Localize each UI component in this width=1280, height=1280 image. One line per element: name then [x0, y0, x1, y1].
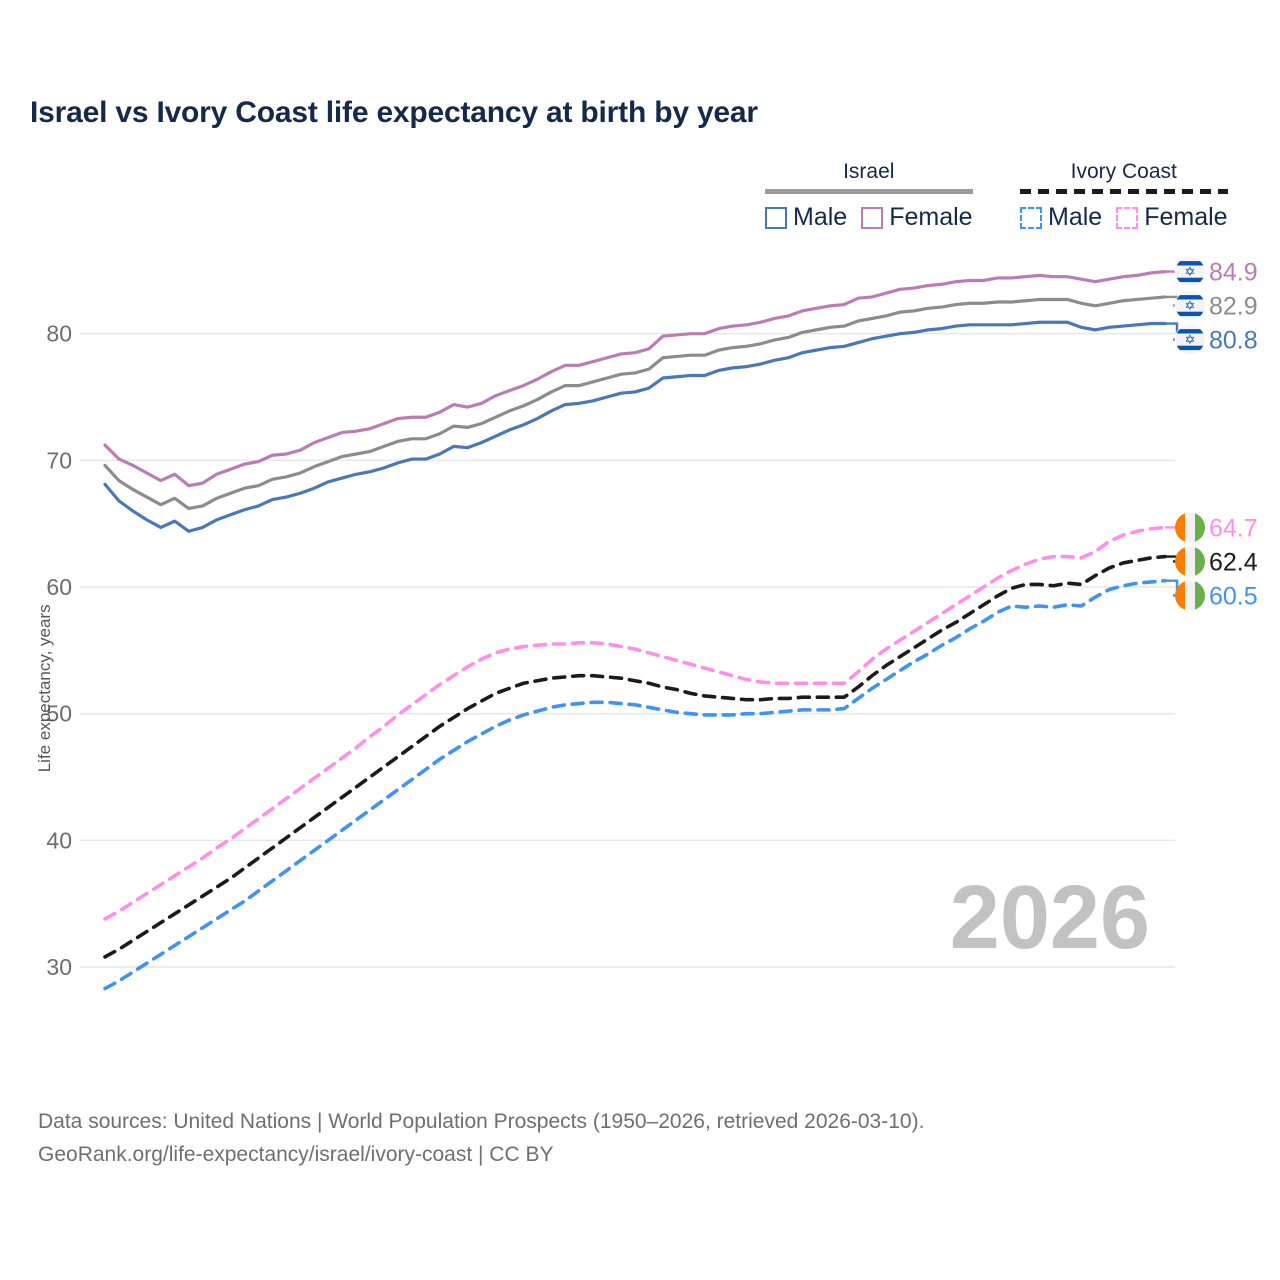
svg-text:2026: 2026	[950, 868, 1150, 968]
series-line	[103, 295, 1167, 511]
y-axis-title: Life expectancy, years	[35, 604, 54, 772]
x-axis-tick-label: 1970	[358, 1032, 409, 1035]
year-watermark: 2026	[950, 868, 1150, 968]
legend-group-ivory-coast-label: Ivory Coast	[1070, 160, 1177, 183]
series-end-value-label: 64.7	[1209, 514, 1258, 542]
y-axis-tick-label: 60	[46, 574, 72, 600]
y-axis-tick-label: 80	[46, 321, 72, 347]
legend-item-israel-female[interactable]: Female	[861, 203, 973, 231]
x-axis-tick-label: 2010	[916, 1032, 967, 1035]
legend-swatch-icon	[765, 206, 787, 229]
legend-item-ivory-coast-female[interactable]: Female	[1116, 203, 1228, 231]
legend-item-israel-male[interactable]: Male	[765, 205, 847, 230]
legend-item-label: Female	[889, 203, 973, 231]
series-end-value-label: 82.9	[1209, 293, 1258, 321]
legend-ivory-coast-rule-icon	[1020, 189, 1228, 194]
legend-item-label: Female	[1144, 203, 1228, 231]
legend-item-label: Male	[1048, 203, 1103, 231]
legend-swatch-icon	[1020, 206, 1042, 229]
svg-text:✡: ✡	[1185, 299, 1196, 314]
series-end-labels: ✡ 84.9 ✡ 82.9 ✡ 80.8 64.7 62.4 60.5	[1165, 256, 1258, 611]
legend-swatch-icon	[861, 206, 884, 229]
legend-group-israel-header: Israel	[765, 160, 973, 198]
page-title: Israel vs Ivory Coast life expectancy at…	[30, 96, 758, 129]
footer: Data sources: United Nations | World Pop…	[38, 1106, 1238, 1171]
y-axis-tick-label: 50	[46, 701, 72, 727]
x-axis-tick-label: 1960	[219, 1032, 270, 1035]
x-axis-tick-label: 1990	[637, 1032, 688, 1035]
y-axis-tick-label: 40	[46, 827, 72, 853]
series-end-value-label: 84.9	[1209, 259, 1258, 287]
svg-text:✡: ✡	[1185, 333, 1196, 348]
series-end-value-label: 60.5	[1209, 582, 1258, 610]
line-chart-svg: 2026 30 40 50 60 70 80 1950 1960 1970 1980 1990 20…	[35, 256, 1258, 1035]
legend-group-ivory-coast-header: Ivory Coast	[1020, 160, 1228, 198]
chart-legend: Israel Male Female Ivory Coast	[755, 160, 1255, 240]
footer-attribution: GeoRank.org/life-expectancy/israel/ivory…	[38, 1142, 554, 1166]
legend-item-label: Male	[793, 203, 848, 231]
legend-group-ivory-coast: Ivory Coast Male Female	[1020, 160, 1228, 230]
y-axis-ticks: 30 40 50 60 70 80	[46, 321, 72, 980]
legend-swatch-icon	[1116, 206, 1139, 229]
series-line	[103, 270, 1167, 488]
y-axis-title-label: Life expectancy, years	[35, 604, 54, 772]
svg-text:✡: ✡	[1185, 265, 1196, 280]
series-line	[103, 320, 1167, 533]
legend-israel-rule-icon	[765, 189, 973, 194]
series-end-value-label: 62.4	[1209, 548, 1258, 576]
x-axis-tick-label: 1980	[498, 1032, 549, 1035]
y-axis-tick-label: 70	[46, 447, 72, 473]
x-axis-tick-label: 2000	[777, 1032, 828, 1035]
legend-item-ivory-coast-male[interactable]: Male	[1020, 205, 1102, 230]
y-axis-tick-label: 30	[46, 954, 72, 980]
series-lines	[103, 270, 1167, 991]
legend-group-israel-label: Israel	[843, 160, 895, 183]
legend-group-israel: Israel Male Female	[765, 160, 973, 230]
series-line	[103, 554, 1167, 959]
x-axis-tick-label: 2020	[1056, 1032, 1107, 1035]
series-end-value-label: 80.8	[1209, 327, 1258, 355]
plot-area: 2026 30 40 50 60 70 80 1950 1960 1970 1980 1990 20…	[0, 245, 1280, 1035]
footer-data-sources: Data sources: United Nations | World Pop…	[38, 1110, 925, 1133]
series-line	[103, 525, 1167, 921]
series-line	[103, 578, 1167, 991]
x-axis-tick-label: 1950	[79, 1032, 130, 1035]
x-axis-ticks: 1950 1960 1970 1980 1990 2000 2010 2020	[79, 1032, 1106, 1035]
